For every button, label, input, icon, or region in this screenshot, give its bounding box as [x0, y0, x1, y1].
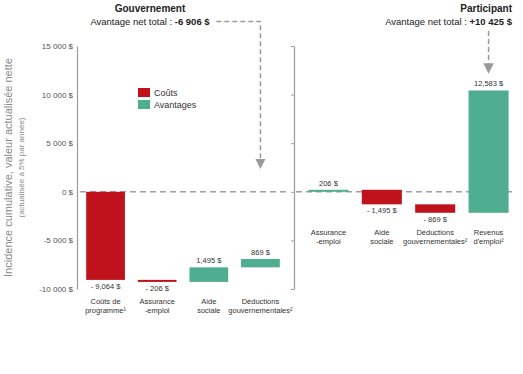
y-tick-label: 5 000 $ — [46, 139, 73, 148]
subtitle-value: -6 906 $ — [175, 16, 211, 27]
y-tick: 5 000 $ — [46, 139, 77, 148]
y-tick: 0 $ — [62, 188, 77, 197]
y-axis-line — [294, 47, 295, 290]
bar — [308, 190, 348, 192]
x-tick-label-line: Assurance — [139, 297, 174, 306]
x-tick-label: Assurance-emploi — [311, 228, 346, 246]
chart-panel: -10 000 $ -5 000 $ 0 $ 5 000 $ 10 000 $ 15 00… — [2, 3, 293, 315]
x-tick-label: Revenusd'emploi² — [473, 228, 504, 246]
y-tick-mark — [291, 240, 294, 241]
y-tick — [291, 143, 294, 144]
y-tick — [291, 46, 294, 47]
y-tick-mark — [291, 289, 294, 290]
bar — [362, 190, 402, 205]
x-tick-label: Assurance-emploi — [139, 297, 174, 315]
x-tick-label-line: -emploi — [316, 237, 341, 246]
chart-title: Participant — [460, 3, 512, 14]
y-tick-label: 0 $ — [62, 188, 74, 197]
x-tick-label-line: Déductions — [416, 228, 454, 237]
data-label: - 206 $ — [146, 284, 170, 293]
y-tick-label: 15 000 $ — [42, 42, 74, 51]
chart-title: Gouvernement — [115, 3, 186, 14]
x-tick-label-line: Coûts de — [91, 297, 121, 306]
chart-canvas: -10 000 $ -5 000 $ 0 $ 5 000 $ 10 000 $ 15 00… — [0, 0, 523, 374]
y-tick: 10 000 $ — [42, 91, 77, 100]
data-label: 206 $ — [319, 179, 339, 188]
y-tick: -5 000 $ — [44, 236, 77, 245]
x-tick-label: Aidesociale — [197, 297, 220, 315]
x-tick-label: Aidesociale — [370, 228, 393, 246]
chart-subtitle: Avantage net total : -6 906 $ — [90, 16, 210, 27]
x-tick-label-line: Déductions — [242, 297, 280, 306]
x-tick-label-line: Aide — [201, 297, 216, 306]
legend-label: Coûts — [154, 88, 178, 98]
y-tick: 15 000 $ — [42, 42, 77, 51]
data-label: - 9,064 $ — [91, 282, 121, 291]
data-label: - 1,495 $ — [367, 206, 397, 215]
subtitle-text: Avantage net total : — [385, 16, 469, 27]
y-tick-label: -10 000 $ — [39, 285, 73, 294]
y-tick — [291, 240, 294, 241]
x-tick-label-line: d'emploi² — [473, 237, 504, 246]
bar — [189, 267, 228, 282]
x-tick-label-line: Assurance — [311, 228, 346, 237]
subtitle-value: +10 425 $ — [469, 16, 512, 27]
x-tick-label-line: sociale — [197, 306, 220, 315]
x-tick-label-line: programme¹ — [85, 306, 126, 315]
x-tick-label-line: sociale — [370, 237, 393, 246]
data-label: - 869 $ — [424, 215, 448, 224]
y-axis-note: (actualisée à 5% par année) — [17, 117, 26, 217]
data-labels: 206 $ - 1,495 $ - 869 $ 12,583 $ — [319, 79, 504, 223]
chart-panel: 206 $ - 1,495 $ - 869 $ 12,583 $ Assurance-e… — [291, 3, 515, 290]
data-label: 869 $ — [251, 248, 271, 257]
x-tick-label-line: gouvernementales² — [228, 306, 293, 315]
y-tick — [291, 289, 294, 290]
y-tick — [291, 192, 294, 193]
y-tick-mark — [291, 143, 294, 144]
y-axis — [291, 47, 295, 290]
bar — [469, 90, 509, 212]
chart-subtitle: Avantage net total : +10 425 $ — [385, 16, 513, 27]
x-axis: Assurance-emploi Aidesociale Déductionsgou… — [311, 228, 504, 246]
x-tick-label: Déductionsgouvernementales² — [228, 297, 293, 315]
bar — [138, 280, 177, 282]
legend-swatch — [138, 88, 150, 97]
y-axis: -10 000 $ -5 000 $ 0 $ 5 000 $ 10 000 $ 15 00… — [39, 42, 77, 294]
data-label: 1,495 $ — [196, 256, 222, 265]
data-labels: - 9,064 $ - 206 $ 1,495 $ 869 $ — [91, 248, 271, 293]
y-tick — [291, 95, 294, 96]
bars — [308, 90, 508, 212]
y-axis-title: Incidence cumulative, valeur actualisée … — [2, 58, 14, 277]
x-axis: Coûts deprogramme¹ Assurance-emploi Aideso… — [85, 297, 293, 315]
bar — [241, 259, 280, 267]
x-tick-label: Déductionsgouvernementales² — [403, 228, 468, 246]
subtitle-text: Avantage net total : — [90, 16, 174, 27]
data-label: 12,583 $ — [474, 79, 504, 88]
legend-swatch — [138, 100, 150, 109]
pointer-arrow — [488, 31, 490, 68]
legend: Coûts Avantages — [138, 88, 197, 110]
legend-label: Avantages — [154, 100, 197, 110]
x-tick-label-line: Aide — [374, 228, 389, 237]
y-tick-mark — [291, 192, 294, 193]
y-tick-mark — [291, 46, 294, 47]
y-tick-label: -5 000 $ — [44, 236, 74, 245]
y-tick-label: 10 000 $ — [42, 91, 74, 100]
y-tick: -10 000 $ — [39, 285, 77, 294]
bars — [86, 192, 280, 282]
y-axis-line — [77, 47, 78, 290]
bar — [86, 192, 125, 280]
x-tick-label-line: -emploi — [145, 306, 170, 315]
pointer-arrow — [216, 22, 260, 164]
bar — [415, 204, 455, 212]
y-tick-mark — [291, 95, 294, 96]
x-tick-label-line: Revenus — [474, 228, 504, 237]
x-tick-label-line: gouvernementales² — [403, 237, 468, 246]
x-tick-label: Coûts deprogramme¹ — [85, 297, 126, 315]
